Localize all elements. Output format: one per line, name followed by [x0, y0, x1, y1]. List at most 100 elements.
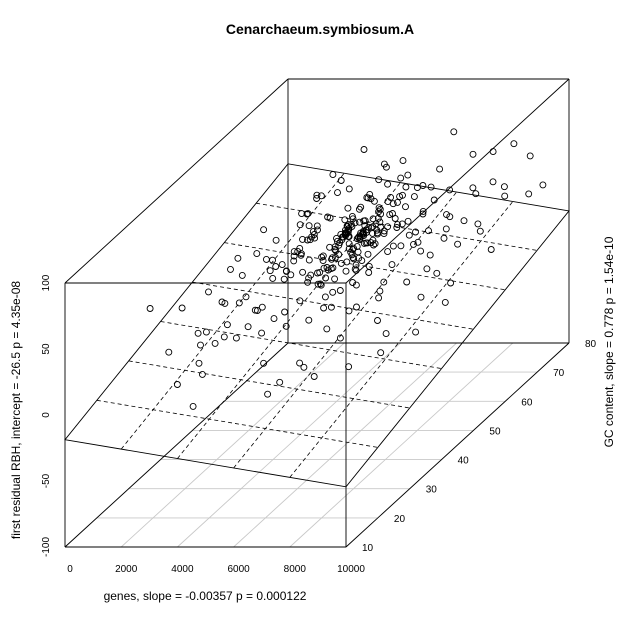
data-point	[173, 381, 181, 388]
data-point	[294, 247, 302, 255]
data-point	[335, 241, 343, 249]
data-point	[266, 267, 274, 275]
data-point	[375, 176, 383, 184]
data-point	[270, 315, 278, 323]
data-point	[345, 221, 352, 229]
bounding-box	[64, 78, 570, 548]
x-tick-label: 0	[67, 564, 73, 575]
data-point	[384, 180, 392, 188]
data-point	[351, 219, 359, 227]
data-point	[272, 263, 280, 270]
data-point	[375, 204, 383, 212]
data-point	[319, 252, 327, 260]
data-point	[308, 233, 315, 241]
data-point	[262, 255, 270, 263]
data-point	[305, 222, 313, 230]
data-point	[314, 280, 322, 288]
data-point	[327, 265, 335, 273]
data-point	[329, 288, 337, 296]
data-point	[198, 370, 206, 378]
data-point	[223, 321, 231, 329]
data-point	[258, 329, 266, 337]
data-point	[526, 152, 534, 160]
data-point	[337, 177, 345, 184]
chart-title: Cenarchaeum.symbiosum.A	[226, 21, 414, 37]
data-point	[397, 242, 405, 250]
data-point	[269, 256, 276, 264]
data-point	[345, 240, 353, 248]
data-point	[287, 271, 295, 279]
box-edge	[345, 78, 570, 284]
z-tick-label: 100	[41, 274, 52, 291]
data-point	[329, 171, 337, 179]
data-point	[211, 339, 219, 347]
plane-grid-line	[192, 281, 474, 330]
data-point	[410, 193, 418, 201]
data-point	[197, 341, 204, 349]
data-point	[322, 274, 330, 282]
data-point	[417, 247, 425, 255]
data-point	[375, 294, 383, 302]
data-point	[342, 229, 350, 237]
data-point	[313, 191, 321, 199]
y-tick-label: 20	[394, 514, 406, 525]
data-point	[427, 183, 435, 191]
z-tick-label: 0	[41, 412, 52, 418]
box-edge	[64, 342, 289, 548]
data-point	[350, 244, 357, 252]
data-point	[380, 227, 388, 235]
regression-plane-grid	[96, 172, 538, 478]
data-point	[469, 150, 477, 158]
data-point	[403, 278, 411, 286]
data-point	[501, 192, 509, 200]
data-point	[232, 334, 240, 342]
data-point	[394, 221, 401, 229]
regression-plane	[64, 163, 570, 488]
y-tick-label: 80	[585, 339, 597, 350]
data-point	[352, 266, 360, 274]
data-point	[380, 230, 388, 238]
data-point	[205, 288, 212, 296]
data-point	[376, 287, 384, 295]
data-point	[333, 237, 341, 245]
data-point	[311, 234, 319, 242]
floor-grid-line	[120, 342, 345, 548]
data-point	[290, 252, 298, 260]
data-point	[487, 246, 495, 253]
data-point	[299, 268, 307, 276]
data-point	[433, 269, 441, 277]
data-point	[326, 214, 334, 222]
y-tick-label: 70	[553, 368, 565, 379]
data-point	[327, 303, 335, 311]
data-point	[320, 264, 328, 272]
data-point	[290, 248, 298, 256]
data-point	[253, 307, 261, 314]
data-point	[402, 183, 410, 191]
data-point	[377, 210, 385, 218]
data-point	[331, 275, 339, 283]
data-point	[446, 186, 454, 194]
data-point	[404, 217, 412, 225]
data-point	[419, 207, 427, 215]
data-point	[388, 261, 396, 269]
data-point	[345, 245, 353, 253]
data-point	[436, 165, 444, 173]
data-point	[331, 246, 339, 253]
data-point	[396, 193, 404, 201]
data-point	[319, 257, 327, 265]
data-point	[374, 317, 381, 324]
data-point	[348, 212, 356, 220]
x-tick-label: 8000	[284, 564, 307, 575]
data-point	[377, 223, 385, 231]
data-point	[460, 217, 468, 225]
data-point	[394, 198, 401, 206]
z-axis-label: first residual RBH, intercept = -26.5 p …	[9, 281, 23, 539]
data-point	[375, 208, 383, 216]
data-point	[443, 211, 450, 219]
data-point	[220, 333, 228, 341]
data-point	[353, 303, 360, 311]
z-tick-label: 50	[41, 343, 52, 355]
data-point	[399, 157, 407, 165]
data-point	[441, 298, 449, 306]
